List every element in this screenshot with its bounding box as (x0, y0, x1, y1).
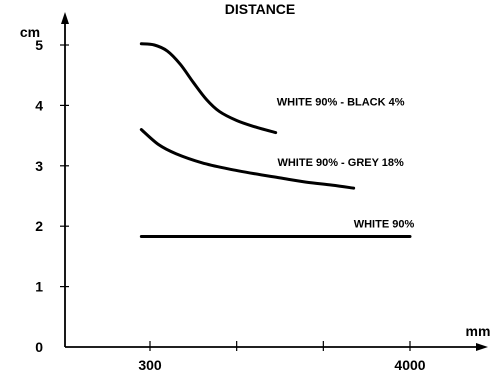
y-axis-arrowhead (61, 12, 69, 24)
y-tick-group: 0 1 2 3 4 5 (35, 37, 69, 355)
chart-title: DISTANCE (225, 1, 296, 17)
series-labels: WHITE 90% - BLACK 4% WHITE 90% - GREY 18%… (277, 96, 415, 230)
series-label-0: WHITE 90% - BLACK 4% (277, 96, 405, 108)
x-axis-arrowhead (476, 343, 488, 351)
y-tick-label-3: 3 (35, 158, 43, 174)
y-tick-label-5: 5 (35, 37, 43, 53)
x-tick-group: 300 4000 (138, 341, 425, 373)
series-line-0 (141, 44, 275, 133)
y-tick-label-2: 2 (35, 218, 43, 234)
series-label-1: WHITE 90% - GREY 18% (277, 157, 404, 169)
series-label-2: WHITE 90% (354, 218, 415, 230)
series-group (141, 44, 410, 237)
y-tick-label-1: 1 (35, 279, 43, 295)
y-tick-label-0: 0 (35, 339, 43, 355)
x-axis-unit-label: mm (466, 323, 490, 339)
y-tick-label-4: 4 (35, 97, 43, 113)
x-tick-label-300: 300 (138, 357, 162, 373)
x-tick-label-4000: 4000 (394, 357, 425, 373)
